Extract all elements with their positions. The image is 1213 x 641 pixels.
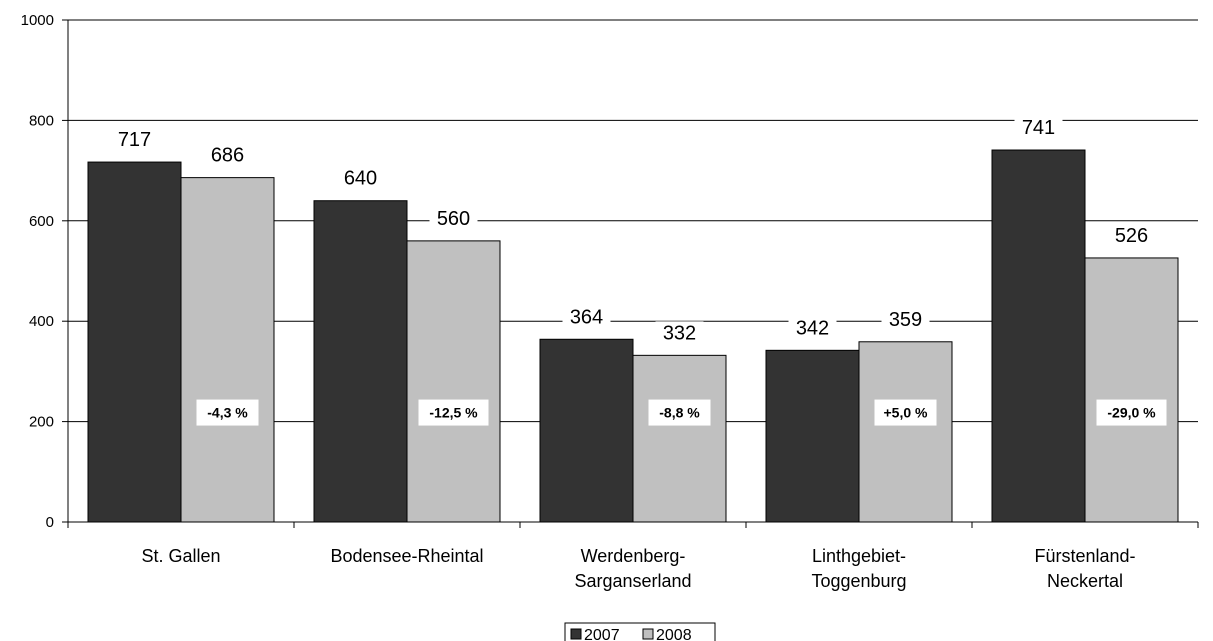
change-label: +5,0 % — [884, 405, 929, 421]
value-label: 560 — [437, 208, 470, 230]
value-label: 332 — [663, 322, 696, 344]
labels: 717 686 -4,3 % 640 560 -12,5 % 364 332 -8,8 % 342… — [110, 116, 1167, 426]
value-label-bg — [429, 206, 478, 231]
category-label: Fürstenland- — [1034, 546, 1135, 566]
bar-2008 — [1084, 257, 1179, 523]
change-label-bg — [1096, 399, 1167, 426]
value-label-bg — [788, 316, 837, 341]
y-tick-label: 0 — [46, 514, 54, 531]
category-label: St. Gallen — [141, 546, 220, 566]
value-label: 640 — [344, 168, 377, 190]
bar-2008 — [180, 177, 275, 523]
value-label: 686 — [211, 145, 244, 167]
legend-label-2008: 2008 — [656, 627, 692, 641]
bar-2008 — [632, 354, 727, 523]
change-label: -12,5 % — [429, 405, 478, 421]
value-label: 526 — [1115, 225, 1148, 247]
value-label-bg — [562, 305, 611, 330]
bars — [87, 149, 1179, 523]
value-label: 364 — [570, 306, 603, 328]
value-label-bg — [336, 166, 385, 191]
bar-2008 — [406, 240, 501, 523]
bar-2007 — [87, 161, 182, 523]
value-label-bg — [110, 128, 159, 153]
legend-box — [564, 622, 716, 641]
legend: 2007 2008 — [564, 622, 716, 641]
value-label-bg — [1014, 116, 1063, 141]
bar-2008 — [858, 341, 953, 523]
category-label: Werdenberg- — [581, 546, 686, 566]
category-label: Bodensee-Rheintal — [330, 546, 483, 566]
change-label-bg — [874, 399, 937, 426]
value-label: 342 — [796, 317, 829, 339]
bar-2007 — [313, 200, 408, 523]
category-label: Linthgebiet- — [812, 546, 906, 566]
bar-2007 — [539, 338, 634, 523]
value-label: 359 — [889, 309, 922, 331]
change-label: -4,3 % — [207, 405, 248, 421]
legend-swatch-2007 — [570, 628, 582, 640]
legend-swatch-2008 — [642, 628, 654, 640]
value-label-bg — [203, 143, 252, 168]
change-label-bg — [196, 399, 259, 426]
category-label: Toggenburg — [811, 571, 906, 591]
value-label-bg — [881, 307, 930, 332]
change-label-bg — [418, 399, 489, 426]
legend-label-2007: 2007 — [584, 627, 620, 641]
bar-2007 — [991, 149, 1086, 523]
value-label: 741 — [1022, 117, 1055, 139]
category-label: Neckertal — [1047, 571, 1123, 591]
value-label-bg — [1107, 223, 1156, 248]
change-label-bg — [648, 399, 711, 426]
category-label: Sarganserland — [574, 571, 691, 591]
value-label: 717 — [118, 129, 151, 151]
change-label: -29,0 % — [1107, 405, 1156, 421]
y-tick-label: 800 — [29, 112, 54, 129]
y-tick-label: 200 — [29, 414, 54, 431]
change-label: -8,8 % — [659, 405, 700, 421]
y-tick-label: 400 — [29, 313, 54, 330]
y-tick-label: 600 — [29, 213, 54, 230]
y-tick-label: 1000 — [21, 12, 54, 29]
bar-2007 — [765, 349, 860, 523]
axes: 0 200 400 600 800 1000 St. Gallen Bodensee-Rhei… — [21, 12, 1199, 591]
value-label-bg — [655, 321, 704, 346]
